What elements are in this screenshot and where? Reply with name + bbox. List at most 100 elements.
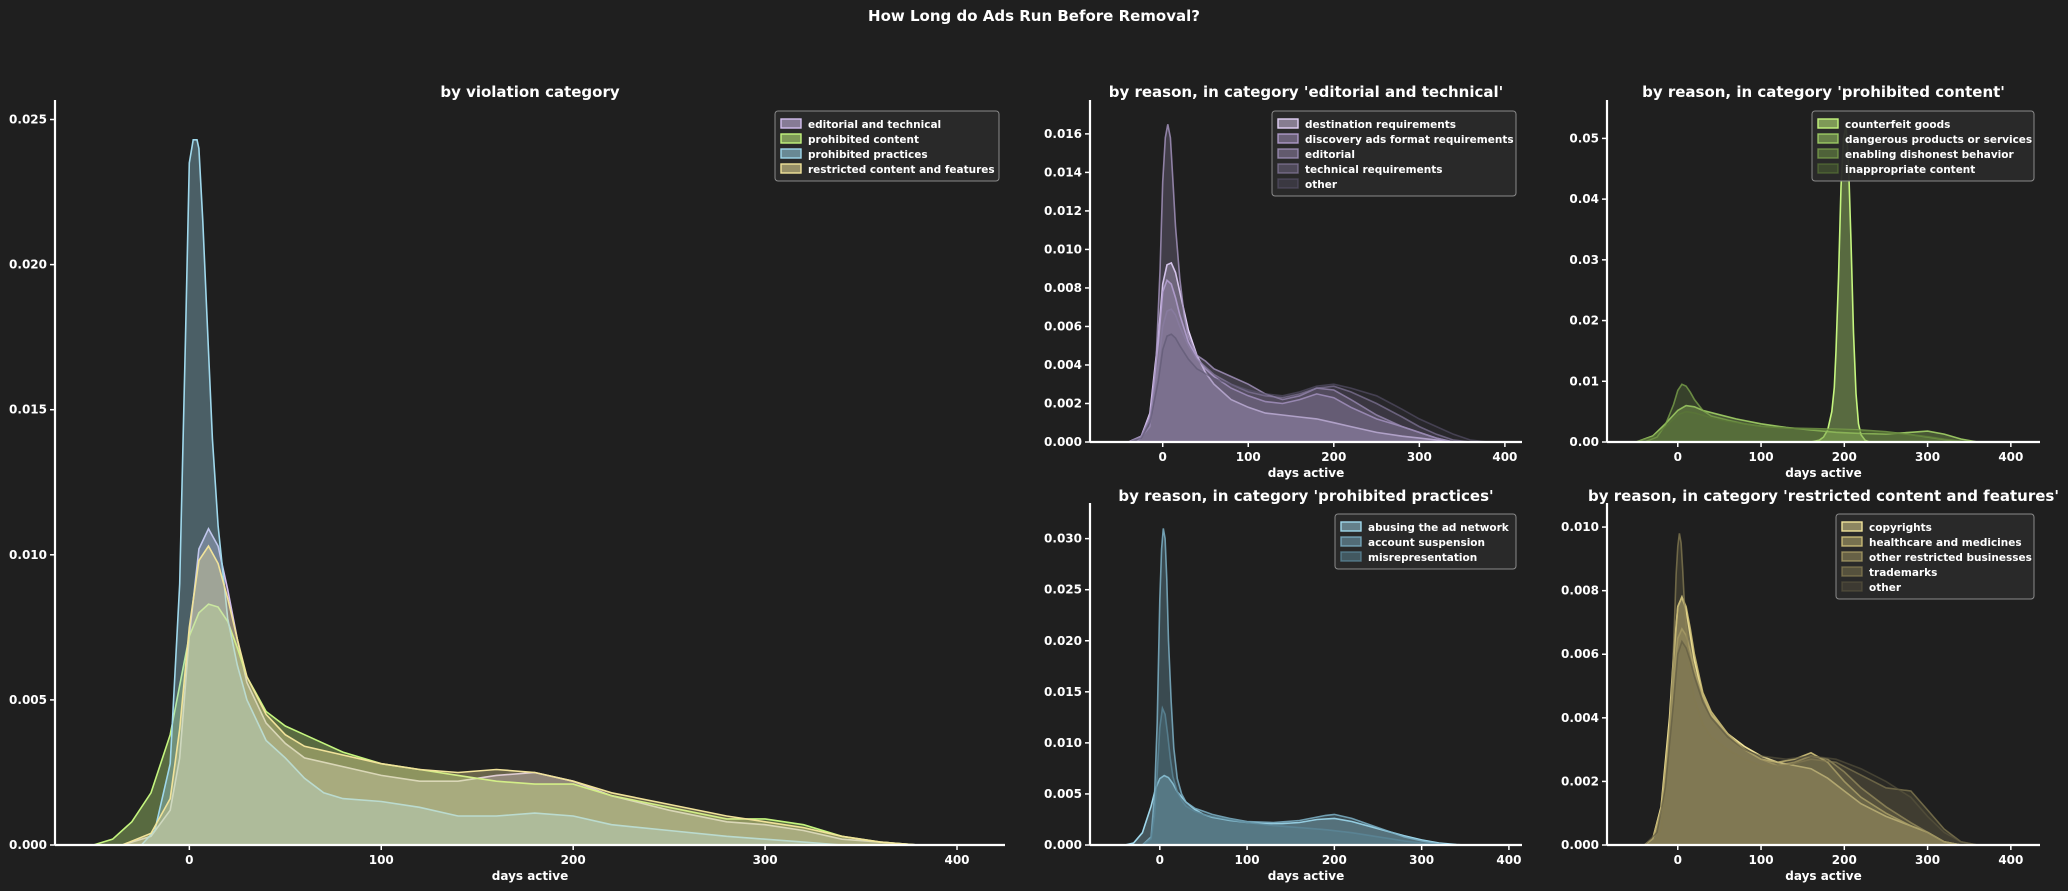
series-area bbox=[93, 604, 919, 845]
y-tick-label: 0.010 bbox=[1561, 520, 1599, 534]
legend-swatch bbox=[1841, 536, 1863, 547]
subplot-editorial: by reason, in category 'editorial and te… bbox=[1044, 83, 1522, 480]
y-tick-label: 0.010 bbox=[1044, 242, 1082, 256]
series-line bbox=[1128, 261, 1454, 443]
legend-label: dangerous products or services bbox=[1845, 134, 2032, 146]
x-tick-label: 0 bbox=[1156, 853, 1164, 867]
y-tick-label: 0.01 bbox=[1569, 374, 1599, 388]
legend-item: prohibited content bbox=[780, 133, 919, 146]
series-area bbox=[1128, 334, 1488, 442]
legend-swatch bbox=[1817, 148, 1839, 159]
series-area bbox=[1128, 262, 1454, 442]
series-line bbox=[1128, 308, 1471, 443]
x-tick-label: 200 bbox=[561, 853, 586, 867]
legend: copyrights healthcare and medicines other … bbox=[1835, 513, 2035, 600]
legend-swatch bbox=[1841, 521, 1863, 532]
series-1 bbox=[1128, 261, 1454, 443]
legend-item: other bbox=[1277, 178, 1338, 191]
x-tick-label: 0 bbox=[1674, 853, 1682, 867]
x-tick-label: 200 bbox=[1322, 853, 1347, 867]
series-area bbox=[1124, 775, 1466, 845]
series-4 bbox=[1635, 410, 1978, 443]
legend-label: restricted content and features bbox=[808, 164, 995, 176]
series-line bbox=[93, 603, 919, 846]
series-area bbox=[1644, 597, 1961, 845]
y-tick-label: 0.025 bbox=[1044, 583, 1082, 597]
legend-box bbox=[774, 110, 1000, 182]
legend-box bbox=[1334, 513, 1517, 570]
x-tick-label: 200 bbox=[1832, 450, 1857, 464]
legend-label: other bbox=[1305, 179, 1338, 191]
y-tick-label: 0.012 bbox=[1044, 204, 1082, 218]
legend-item: other bbox=[1841, 581, 1902, 594]
legend-item: destination requirements bbox=[1277, 118, 1456, 131]
legend-item: discovery ads format requirements bbox=[1277, 133, 1514, 146]
series-line bbox=[1635, 410, 1978, 443]
series-line bbox=[1635, 404, 1978, 443]
series-3 bbox=[1141, 705, 1448, 846]
x-axis-label: days active bbox=[1268, 869, 1344, 883]
x-tick-label: 0 bbox=[1674, 450, 1682, 464]
legend-label: enabling dishonest behavior bbox=[1845, 149, 2014, 161]
legend-item: misrepresentation bbox=[1340, 551, 1477, 564]
legend-swatch bbox=[1817, 118, 1839, 129]
legend-swatch bbox=[1277, 148, 1299, 159]
y-tick-label: 0.006 bbox=[1561, 647, 1599, 661]
x-tick-label: 300 bbox=[1915, 853, 1940, 867]
legend: abusing the ad network account suspension… bbox=[1334, 513, 1517, 570]
series-area bbox=[1636, 411, 1978, 442]
legend: counterfeit goods dangerous products or s… bbox=[1811, 110, 2035, 182]
x-axis-label: days active bbox=[1785, 466, 1861, 480]
series-area bbox=[1142, 708, 1448, 845]
legend-item: restricted content and features bbox=[780, 163, 995, 176]
legend-label: editorial bbox=[1305, 149, 1355, 161]
legend-item: trademarks bbox=[1841, 566, 1937, 579]
x-tick-label: 100 bbox=[1749, 853, 1774, 867]
legend-swatch bbox=[1841, 566, 1863, 577]
legend-item: technical requirements bbox=[1277, 163, 1442, 176]
legend-label: editorial and technical bbox=[808, 119, 941, 131]
legend-item: inappropriate content bbox=[1817, 163, 1975, 176]
series-3 bbox=[140, 139, 881, 846]
legend-label: counterfeit goods bbox=[1845, 119, 1950, 131]
legend-label: inappropriate content bbox=[1845, 164, 1975, 176]
series-area bbox=[1644, 641, 1978, 845]
legend-item: copyrights bbox=[1841, 521, 1932, 534]
series-area bbox=[1137, 124, 1454, 443]
legend-swatch bbox=[1277, 178, 1299, 189]
legend-swatch bbox=[1277, 163, 1299, 174]
legend-swatch bbox=[1277, 133, 1299, 144]
legend-swatch bbox=[1817, 133, 1839, 144]
series-4 bbox=[1128, 308, 1471, 443]
y-tick-label: 0.000 bbox=[1044, 838, 1082, 852]
y-tick-label: 0.008 bbox=[1561, 584, 1599, 598]
x-tick-label: 300 bbox=[753, 853, 778, 867]
series-line bbox=[121, 544, 919, 846]
x-tick-label: 100 bbox=[1235, 853, 1260, 867]
legend-item: editorial bbox=[1277, 148, 1355, 161]
series-area bbox=[1644, 597, 1961, 845]
legend-item: prohibited practices bbox=[780, 148, 928, 161]
subplot-title: by reason, in category 'prohibited conte… bbox=[1642, 83, 2005, 101]
y-tick-label: 0.020 bbox=[9, 258, 47, 272]
series-area bbox=[122, 546, 919, 845]
series-area bbox=[141, 139, 881, 846]
legend-swatch bbox=[1841, 581, 1863, 592]
y-tick-label: 0.000 bbox=[9, 838, 47, 852]
subplot-title: by reason, in category 'restricted conte… bbox=[1588, 487, 2059, 505]
x-tick-label: 0 bbox=[185, 853, 193, 867]
legend-swatch bbox=[780, 133, 802, 144]
legend-item: enabling dishonest behavior bbox=[1817, 148, 2014, 161]
series-2 bbox=[93, 603, 919, 846]
x-tick-label: 300 bbox=[1409, 853, 1434, 867]
series-2 bbox=[1128, 278, 1454, 443]
y-tick-label: 0.006 bbox=[1044, 319, 1082, 333]
subplot-title: by violation category bbox=[440, 83, 620, 101]
legend-item: counterfeit goods bbox=[1817, 118, 1950, 131]
y-tick-label: 0.030 bbox=[1044, 532, 1082, 546]
subplot-title: by reason, in category 'prohibited pract… bbox=[1118, 487, 1493, 505]
series-area bbox=[1644, 628, 1961, 845]
y-tick-label: 0.02 bbox=[1569, 314, 1599, 328]
series-5 bbox=[1643, 639, 1978, 846]
series-2 bbox=[1141, 528, 1448, 846]
